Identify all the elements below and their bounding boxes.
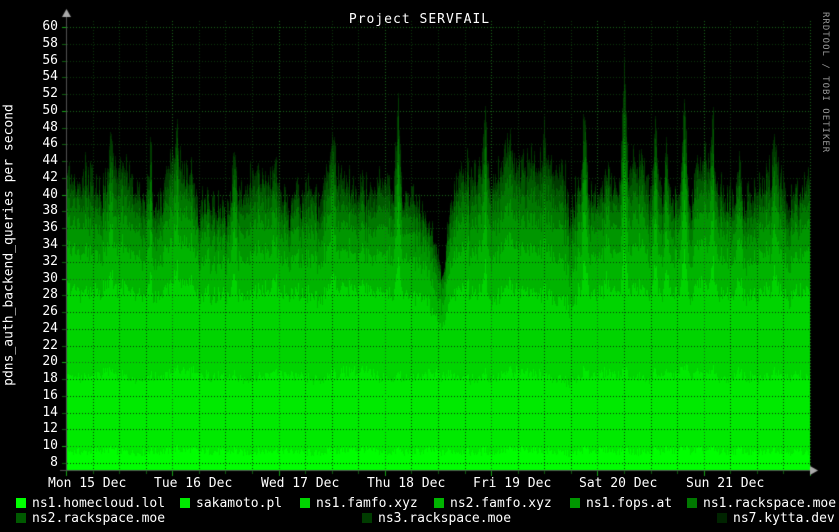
y-tick-label: 8 (50, 455, 58, 470)
y-tick-label: 12 (42, 421, 58, 436)
x-tick-label: Thu 18 Dec (367, 476, 446, 491)
y-tick-label: 32 (42, 254, 58, 269)
y-tick-label: 18 (42, 371, 58, 386)
legend-item: ns2.famfo.xyz (434, 496, 552, 511)
legend-label: sakamoto.pl (196, 496, 283, 511)
legend-label: ns3.rackspace.moe (378, 511, 512, 526)
y-tick-label: 52 (42, 86, 58, 101)
y-tick-label: 60 (42, 19, 58, 34)
x-tick-label: Wed 17 Dec (261, 476, 340, 491)
legend-swatch-icon (180, 498, 190, 508)
y-tick-label: 44 (42, 153, 58, 168)
y-tick-label: 26 (42, 304, 58, 319)
y-tick-label: 38 (42, 203, 58, 218)
y-tick-label: 24 (42, 321, 58, 336)
y-tick-label: 20 (42, 354, 58, 369)
x-tick-label: Sat 20 Dec (579, 476, 658, 491)
y-tick-label: 14 (42, 405, 58, 420)
y-tick-label: 54 (42, 69, 58, 84)
y-tick-label: 30 (42, 271, 58, 286)
legend-label: ns1.famfo.xyz (316, 496, 418, 511)
y-tick-label: 50 (42, 103, 58, 118)
legend-item: ns2.rackspace.moe (16, 511, 166, 526)
watermark: RRDTOOL / TOBI OETIKER (820, 12, 830, 154)
y-tick-label: 42 (42, 170, 58, 185)
legend-label: ns1.fops.at (586, 496, 673, 511)
y-tick-label: 36 (42, 220, 58, 235)
y-tick-label: 10 (42, 438, 58, 453)
legend-swatch-icon (717, 513, 727, 523)
y-tick-label: 46 (42, 136, 58, 151)
legend-swatch-icon (362, 513, 372, 523)
x-tick-label: Fri 19 Dec (473, 476, 552, 491)
y-tick-label: 48 (42, 120, 58, 135)
y-tick-label: 16 (42, 388, 58, 403)
legend-item: ns1.famfo.xyz (300, 496, 418, 511)
legend-label: ns1.homecloud.lol (32, 496, 166, 511)
y-tick-label: 40 (42, 187, 58, 202)
legend-label: ns2.famfo.xyz (450, 496, 552, 511)
legend-label: ns1.rackspace.moe (703, 496, 837, 511)
legend-item: ns3.rackspace.moe (362, 511, 512, 526)
legend-swatch-icon (16, 513, 26, 523)
y-tick-label: 34 (42, 237, 58, 252)
legend-swatch-icon (434, 498, 444, 508)
legend-label: ns2.rackspace.moe (32, 511, 166, 526)
x-tick-label: Mon 15 Dec (48, 476, 127, 491)
x-tick-label: Sun 21 Dec (686, 476, 765, 491)
y-tick-label: 56 (42, 53, 58, 68)
legend-swatch-icon (687, 498, 697, 508)
legend-item: sakamoto.pl (180, 496, 283, 511)
legend-item: ns1.rackspace.moe (687, 496, 837, 511)
y-tick-label: 58 (42, 36, 58, 51)
legend-item: ns1.fops.at (570, 496, 673, 511)
legend-swatch-icon (16, 498, 26, 508)
legend-swatch-icon (300, 498, 310, 508)
chart-title: Project SERVFAIL (348, 12, 491, 27)
legend-item: ns1.homecloud.lol (16, 496, 166, 511)
y-tick-label: 22 (42, 338, 58, 353)
y-tick-label: 28 (42, 287, 58, 302)
x-tick-label: Tue 16 Dec (154, 476, 233, 491)
legend-swatch-icon (570, 498, 580, 508)
legend-item: ns7.kytta.dev (717, 511, 835, 526)
legend-label: ns7.kytta.dev (733, 511, 835, 526)
